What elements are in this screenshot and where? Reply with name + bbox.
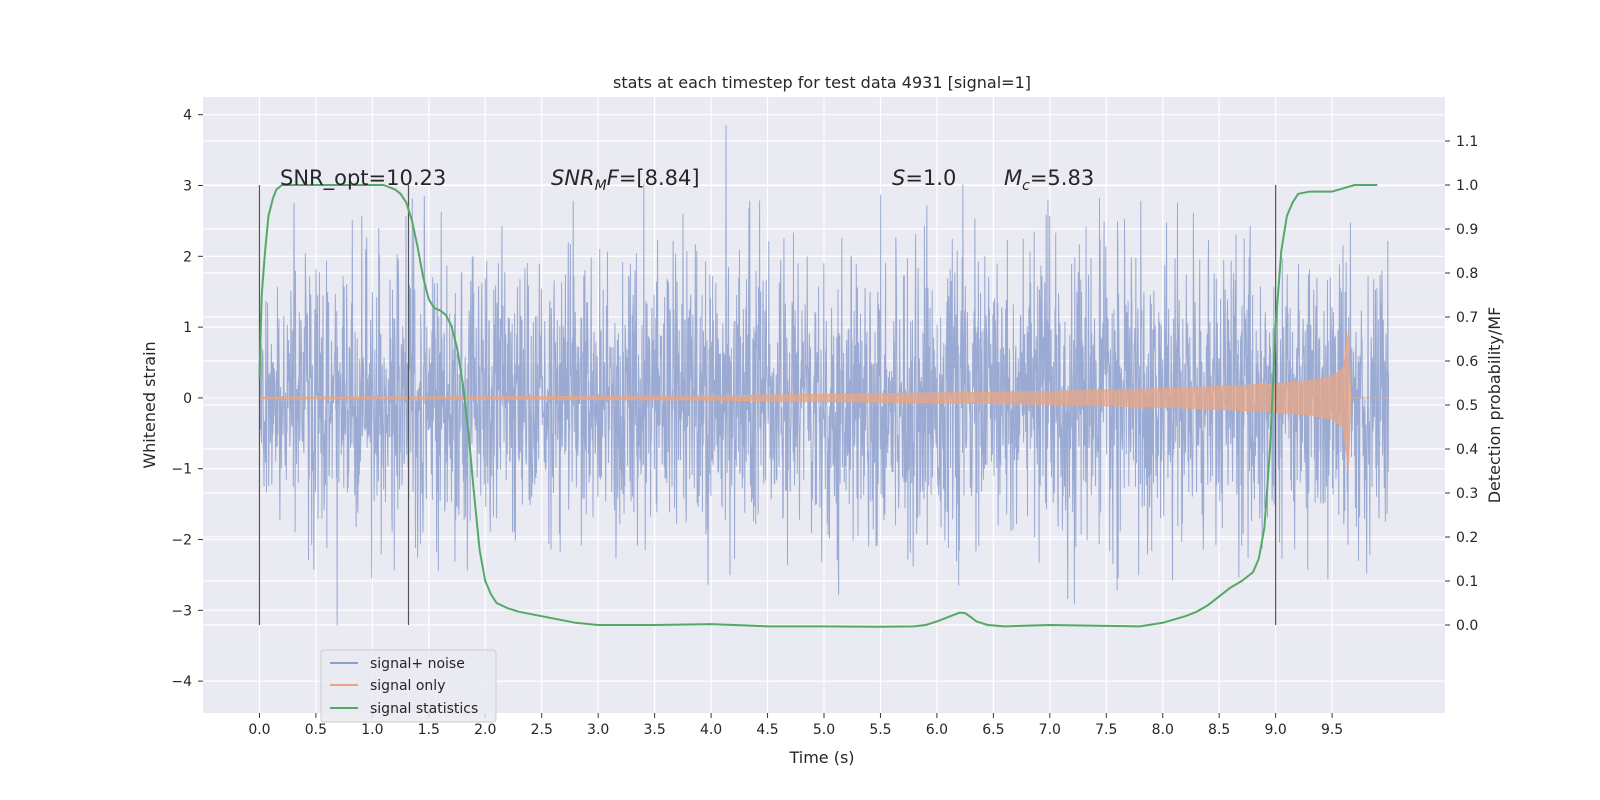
annotation-mc-subscript: c — [1022, 178, 1030, 194]
y-right-tick-label: 0.0 — [1456, 618, 1478, 634]
y-left-tick-label: −2 — [171, 533, 192, 549]
x-tick-label: 0.5 — [305, 722, 327, 738]
y-right-tick-label: 0.8 — [1456, 266, 1478, 282]
annotation-snr-mf: SNRMF=[8.84] — [551, 166, 700, 194]
x-tick-label: 0.0 — [248, 722, 270, 738]
y-right-tick-label: 0.5 — [1456, 398, 1478, 414]
signal-noise-trace — [258, 125, 1390, 626]
x-tick-label: 1.5 — [418, 722, 440, 738]
annotation-s-symbol: S — [892, 166, 905, 190]
x-tick-label: 3.5 — [644, 722, 666, 738]
signal-only-trace — [258, 331, 1389, 468]
y-left-tick-label: −4 — [171, 674, 192, 690]
x-tick-label: 8.0 — [1152, 722, 1174, 738]
y-left-tick-label: −3 — [171, 603, 192, 619]
x-tick-label: 2.0 — [474, 722, 496, 738]
x-tick-label: 8.5 — [1208, 722, 1230, 738]
annotation-snr-mf-symbol: SNR — [551, 166, 595, 190]
series-signal-statistics — [258, 184, 1378, 628]
vertical-markers — [258, 185, 1277, 625]
y-left-tick-label: 1 — [183, 320, 192, 336]
y-right-tick-label: 0.7 — [1456, 310, 1478, 326]
y-left-axis-label: Whitened strain — [140, 341, 159, 468]
y-left-axis-ticks: 4 3 2 1 0 −1 −2 −3 −4 — [171, 108, 203, 690]
annotation-snr-opt: SNR_opt=10.23 — [280, 166, 446, 191]
x-tick-label: 7.5 — [1095, 722, 1117, 738]
x-tick-label: 9.5 — [1321, 722, 1343, 738]
legend-label-signal-statistics: signal statistics — [370, 701, 478, 717]
y-left-tick-label: 3 — [183, 179, 192, 195]
legend-box — [320, 649, 497, 723]
x-tick-label: 2.5 — [531, 722, 553, 738]
x-tick-label: 5.5 — [869, 722, 891, 738]
y-right-axis-label: Detection probability/MF — [1485, 307, 1504, 504]
legend-label-signal-noise: signal+ noise — [370, 656, 465, 672]
x-tick-label: 5.0 — [813, 722, 835, 738]
series-signal-noise — [258, 125, 1390, 626]
annotation-mc: Mc=5.83 — [1004, 166, 1094, 194]
annotation-snr-mf-value: =[8.84] — [619, 166, 700, 190]
y-right-tick-label: 0.3 — [1456, 486, 1478, 502]
x-tick-label: 7.0 — [1039, 722, 1061, 738]
x-axis-label: Time (s) — [788, 748, 854, 767]
legend-label-signal-only: signal only — [370, 678, 445, 694]
y-right-tick-label: 1.0 — [1456, 178, 1478, 194]
x-tick-label: 9.0 — [1265, 722, 1287, 738]
annotation-s: S=1.0 — [892, 166, 956, 190]
legend: signal+ noise signal only signal statist… — [320, 649, 497, 723]
y-right-axis-ticks: 1.1 1.0 0.9 0.8 0.7 0.6 0.5 0.4 0.3 0.2 0.1 0.0 — [1445, 134, 1478, 634]
x-axis-ticks: 0.0 0.5 1.0 1.5 2.0 2.5 3.0 3.5 4.0 4.5 5.0 5.5 6.0 6… — [248, 713, 1343, 738]
y-right-tick-label: 0.4 — [1456, 442, 1478, 458]
x-tick-label: 6.0 — [926, 722, 948, 738]
y-left-tick-label: 0 — [183, 391, 192, 407]
y-right-tick-label: 1.1 — [1456, 134, 1478, 150]
annotation-mc-value: =5.83 — [1030, 166, 1094, 190]
annotation-s-value: =1.0 — [905, 166, 956, 190]
series-signal-only — [258, 331, 1389, 468]
y-left-tick-label: 4 — [183, 108, 192, 124]
x-tick-label: 3.0 — [587, 722, 609, 738]
y-right-tick-label: 0.6 — [1456, 354, 1478, 370]
x-tick-label: 6.5 — [982, 722, 1004, 738]
y-right-tick-label: 0.2 — [1456, 530, 1478, 546]
y-right-tick-label: 0.1 — [1456, 574, 1478, 590]
annotation-snr-mf-f: F — [607, 166, 620, 190]
y-right-tick-label: 0.9 — [1456, 222, 1478, 238]
x-tick-label: 4.5 — [756, 722, 778, 738]
y-left-tick-label: −1 — [171, 462, 192, 478]
x-tick-label: 1.0 — [361, 722, 383, 738]
annotation-snr-mf-subscript: M — [595, 178, 607, 194]
y-left-tick-label: 2 — [183, 249, 192, 265]
signal-statistics-line — [258, 184, 1378, 628]
annotation-mc-symbol: M — [1004, 166, 1022, 190]
chart-title: stats at each timestep for test data 493… — [613, 73, 1031, 92]
x-tick-label: 4.0 — [700, 722, 722, 738]
